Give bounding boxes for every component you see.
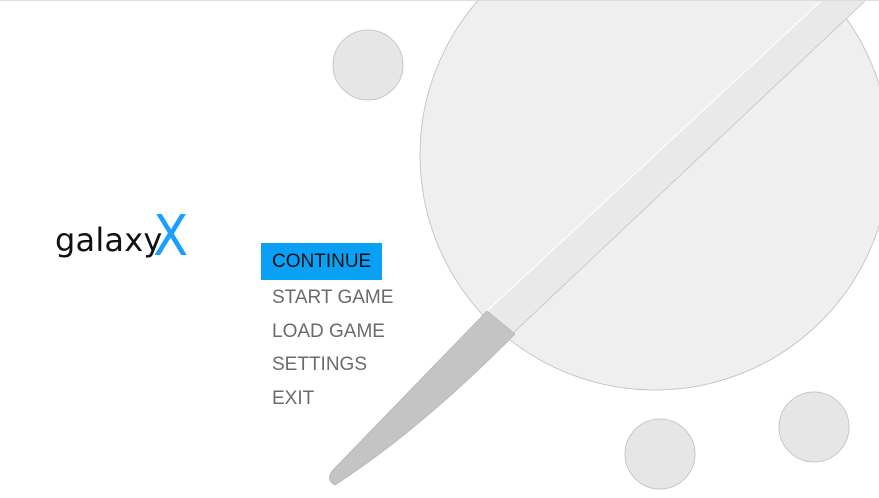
blade-shape [329, 310, 516, 486]
main-menu: CONTINUE START GAME LOAD GAME SETTINGS E… [261, 243, 404, 414]
menu-item-continue[interactable]: CONTINUE [261, 243, 383, 280]
logo-word: galaxy [55, 221, 163, 259]
moon-top [332, 29, 404, 101]
menu-item-exit[interactable]: EXIT [272, 387, 315, 409]
menu-item-settings[interactable]: SETTINGS [272, 354, 368, 375]
menu-item-start-game[interactable]: START GAME [272, 287, 394, 308]
ring-highlight [486, 0, 823, 312]
moon-bottom [624, 418, 696, 490]
moon-bottom-right [778, 391, 850, 463]
logo-x-mark: X [153, 204, 189, 269]
menu-item-load-game[interactable]: LOAD GAME [272, 320, 385, 342]
